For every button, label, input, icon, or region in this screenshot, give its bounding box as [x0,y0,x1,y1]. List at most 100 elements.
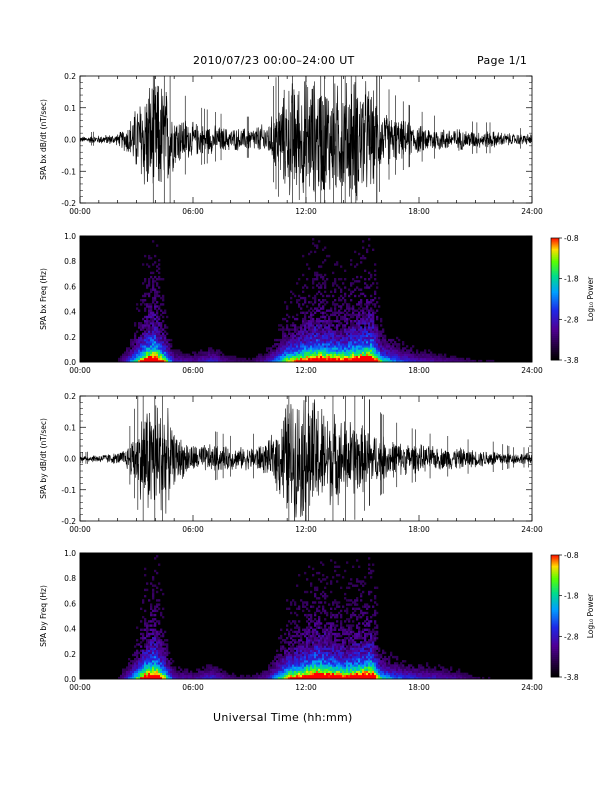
by-freq-heatmap-cell [336,643,339,646]
bx-freq-heatmap-cell [374,336,377,340]
bx-freq-heatmap-cell [376,341,379,344]
bx-freq-heatmap-cell [358,341,361,344]
by-freq-heatmap-cell [358,626,361,629]
bx-freq-heatmap-cell [146,330,149,333]
bx-freq-heatmap-cell [306,353,309,356]
bx-freq-heatmap-cell [328,347,331,350]
bx-freq-heatmap-cell [302,345,305,348]
by-freq-heatmap-cell [208,676,211,680]
bx-freq-heatmap-cell [306,326,309,329]
by-freq-heatmap-cell [146,664,149,667]
by-freq-heatmap-cell [360,664,363,667]
by-freq-heatmap-cell [334,639,337,642]
by-freq-heatmap-cell [138,651,141,655]
bx-freq-heatmap-cell [368,351,371,354]
bx-freq-heatmap-cell [280,347,283,350]
bx-freq-heatmap-cell [350,341,353,344]
by-freq-heatmap-cell [292,666,295,669]
bx-freq-heatmap-cell [172,351,175,354]
by-freq-heatmap-cell [344,630,347,634]
by-freq-heatmap-cell [190,676,193,680]
bx-freq-heatmap-cell [146,351,149,354]
by-freq-heatmap-cell [132,670,135,673]
bx-freq-plot-frame-top [79,235,533,363]
by-freq-heatmap-cell [286,676,289,680]
bx-freq-heatmap-cell [364,351,367,354]
bx-freq-heatmap-cell [350,320,353,323]
bx-freq-heatmap-cell [332,349,335,352]
by-freq-heatmap-cell [372,613,375,617]
bx-freq-heatmap-cell [270,357,273,361]
by-freq-heatmap-cell [284,647,287,650]
bx-freq-heatmap-cell [348,307,351,310]
bx-freq-heatmap-cell [278,351,281,354]
by-freq-heatmap-cell [142,672,145,676]
bx-freq-heatmap-cell [350,357,353,361]
bx-freq-heatmap-cell [324,259,327,262]
bx-freq-heatmap-cell [138,349,141,352]
bx-freq-heatmap-cell [344,332,347,335]
bx-freq-heatmap-cell [366,250,369,254]
bx-freq-heatmap-cell [296,330,299,333]
bx-freq-heatmap-cell [364,282,367,285]
bx-freq-heatmap-cell [254,357,257,361]
bx-freq-heatmap-cell [154,317,157,321]
by-freq-heatmap-cell [320,634,323,638]
bx-freq-heatmap-cell [376,343,379,346]
by-freq-heatmap-cell [364,576,367,579]
by-freq-heatmap-cell [370,658,373,661]
bx-freq-colorbar-segment [551,268,559,271]
bx-freq-heatmap-cell [176,359,179,363]
by-freq-heatmap-cell [298,643,301,646]
bx-freq-heatmap-cell [166,353,169,356]
bx-freq-heatmap-cell [292,292,295,296]
bx-freq-heatmap-cell [226,359,229,363]
by-freq-heatmap-cell [210,676,213,680]
bx-freq-heatmap-cell [378,359,381,363]
bx-freq-heatmap-cell [330,341,333,344]
by-freq-heatmap-cell [324,676,327,680]
bx-freq-heatmap-cell [380,334,383,338]
by-freq-heatmap-cell [338,645,341,648]
by-freq-heatmap-cell [316,670,319,673]
bx-freq-heatmap-cell [162,351,165,354]
by-freq-heatmap-cell [370,649,373,652]
by-freq-heatmap-cell [302,601,305,604]
bx-freq-heatmap-cell [270,359,273,363]
by-freq-heatmap-cell [372,649,375,652]
bx-freq-heatmap-cell [126,357,129,361]
by-freq-heatmap-cell [268,666,271,669]
bx-freq-heatmap-cell [320,320,323,323]
by-freq-heatmap-cell [324,670,327,673]
bx-freq-heatmap-cell [322,349,325,352]
by-freq-heatmap-cell [292,643,295,646]
bx-freq-heatmap-cell [248,359,251,363]
by-freq-heatmap-cell [176,674,179,678]
bx-freq-heatmap-cell [366,305,369,308]
by-freq-heatmap-cell [296,658,299,661]
by-freq-heatmap-cell [364,643,367,646]
by-freq-heatmap-cell [370,643,373,646]
bx-freq-heatmap-cell [142,353,145,356]
by-freq-heatmap-cell [370,672,373,676]
bx-freq-heatmap-cell [318,317,321,321]
by-freq-heatmap-cell [154,655,157,659]
bx-freq-heatmap-cell [190,357,193,361]
bx-freq-heatmap-cell [392,343,395,346]
bx-freq-heatmap-cell [156,338,159,342]
bx-freq-heatmap-cell [290,349,293,352]
by-freq-heatmap-cell [356,660,359,663]
by-freq-heatmap-cell [312,639,315,642]
by-freq-heatmap-cell [274,674,277,678]
bx-freq-heatmap-cell [304,359,307,363]
by-freq-heatmap-cell [358,674,361,678]
by-freq-heatmap-cell [178,674,181,678]
bx-freq-heatmap-cell [302,349,305,352]
bx-freq-heatmap-cell [430,353,433,356]
by-freq-heatmap-cell [140,666,143,669]
by-freq-heatmap-cell [340,628,343,631]
by-freq-heatmap-cell [168,660,171,663]
by-freq-heatmap-cell [344,592,347,596]
bx-freq-heatmap-cell [352,320,355,323]
bx-freq-heatmap-cell [148,254,151,258]
